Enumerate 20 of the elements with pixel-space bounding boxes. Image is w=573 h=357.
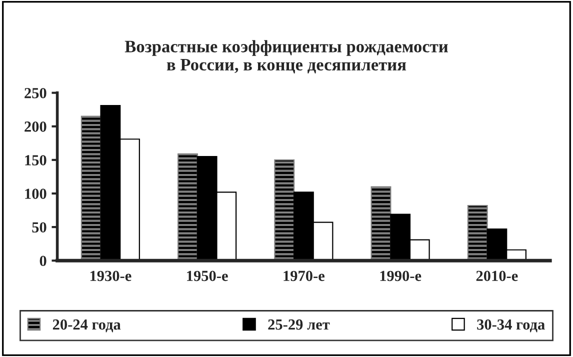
x-tick-label: 1990-е — [380, 270, 422, 282]
legend-label: 30-34 года — [477, 319, 545, 332]
bar — [178, 153, 198, 261]
bar — [370, 186, 392, 261]
legend-label: 20-24 года — [52, 319, 121, 332]
x-tick-label: 2010-е — [476, 270, 518, 282]
y-tick-label: 100 — [25, 188, 46, 199]
bar — [80, 116, 102, 261]
x-tick-label: 1930-е — [90, 270, 132, 282]
y-tick-label: 150 — [25, 155, 46, 166]
bar — [467, 205, 488, 261]
x-tick-label: 1950-е — [187, 270, 228, 282]
y-tick-label: 50 — [32, 222, 46, 233]
y-tick-label: 200 — [24, 122, 46, 132]
bar — [274, 159, 295, 261]
legend-label: 25-29 лет — [268, 319, 330, 330]
chart-title: Возрастные коэффициенты рождаемости в России, в конце десяпилетия — [124, 40, 448, 74]
y-tick-label: 0 — [40, 256, 46, 266]
x-tick-label: 1970-е — [284, 270, 325, 282]
y-tick-label: 250 — [24, 88, 46, 98]
